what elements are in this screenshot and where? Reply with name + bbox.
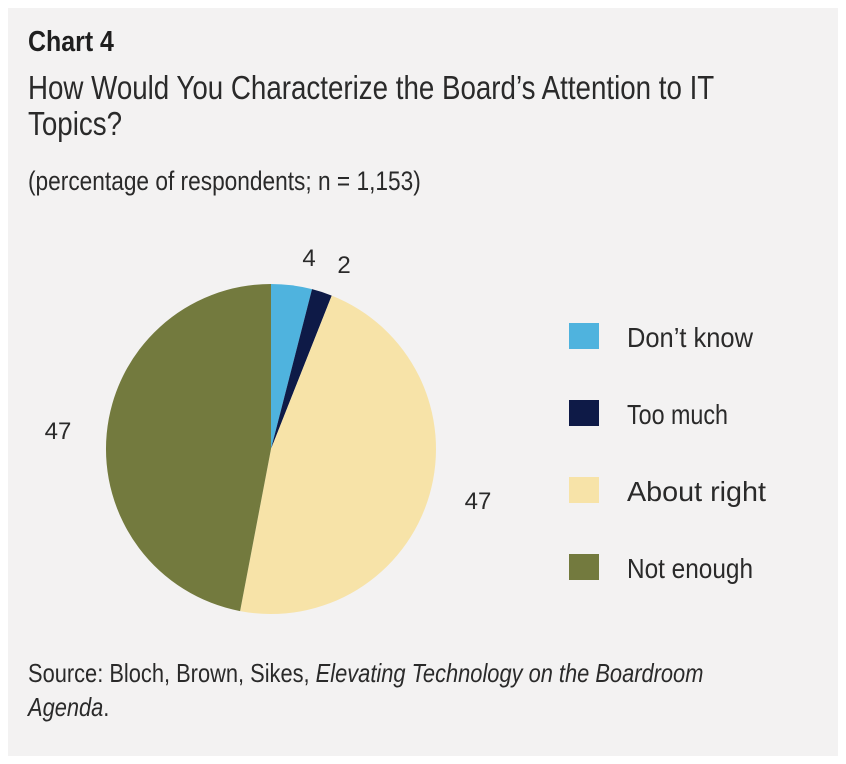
chart-number: Chart 4: [28, 26, 114, 58]
legend-label: About right: [627, 476, 766, 507]
value-label: 2: [337, 252, 350, 279]
value-label: 47: [465, 488, 492, 515]
source-note: Source: Bloch, Brown, Sikes, Elevating T…: [28, 656, 767, 724]
source-prefix: Source: Bloch, Brown, Sikes,: [28, 658, 316, 688]
pie-slice-about-right: [240, 295, 436, 615]
legend-label: Too much: [627, 399, 728, 430]
value-label: 47: [45, 418, 72, 445]
legend: Don’t know Too much About right Not enough: [569, 322, 766, 584]
source-suffix: .: [103, 692, 110, 722]
legend-swatch: [569, 323, 599, 349]
pie-slice-not-enough: [105, 284, 271, 612]
legend-label: Don’t know: [627, 322, 754, 353]
pie-value-labels: 4 2 47 47: [45, 245, 492, 515]
pie-slice-don-t-know: [271, 284, 313, 449]
source-title: Elevating Technology on the Boardroom Ag…: [28, 658, 704, 722]
legend-swatch: [569, 554, 599, 580]
pie-slices: [105, 284, 436, 615]
legend-swatch: [569, 400, 599, 426]
pie-slice-too-much: [271, 289, 332, 449]
value-label: 4: [302, 245, 315, 272]
legend-swatch: [569, 477, 599, 503]
chart-title: How Would You Characterize the Board’s A…: [28, 69, 714, 142]
chart-subtitle: (percentage of respondents; n = 1,153): [28, 166, 421, 196]
legend-label: Not enough: [627, 553, 753, 584]
